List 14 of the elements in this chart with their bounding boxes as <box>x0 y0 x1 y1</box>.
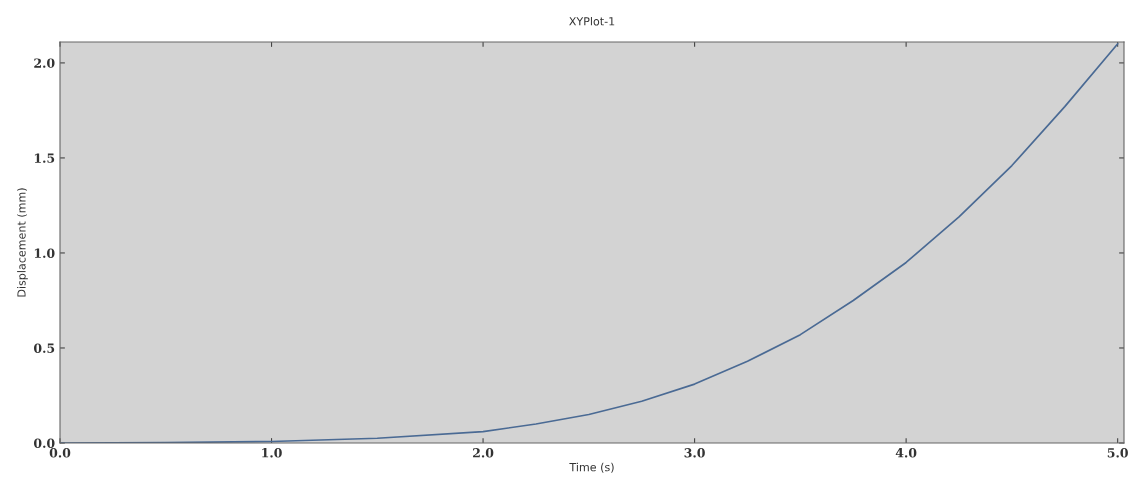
y-tick-label: 2.0 <box>34 58 55 68</box>
x-axis-title: Time (s) <box>569 462 614 473</box>
y-tick-label: 0.5 <box>33 343 55 353</box>
y-tick-label: 0.0 <box>33 438 55 448</box>
x-tick-label: 4.0 <box>895 448 917 458</box>
x-tick-label: 2.0 <box>473 448 494 458</box>
x-tick-label: 1.0 <box>262 448 282 458</box>
x-tick-label: 5.0 <box>1107 448 1128 458</box>
x-tick-label: 0.0 <box>49 448 71 458</box>
y-tick-label: 1.5 <box>34 153 55 163</box>
y-tick-label: 1.0 <box>34 248 55 258</box>
x-tick-label: 3.0 <box>684 448 705 458</box>
chart-title: XYPlot-1 <box>569 16 615 26</box>
y-axis-title: Displacement (mm) <box>17 188 28 297</box>
